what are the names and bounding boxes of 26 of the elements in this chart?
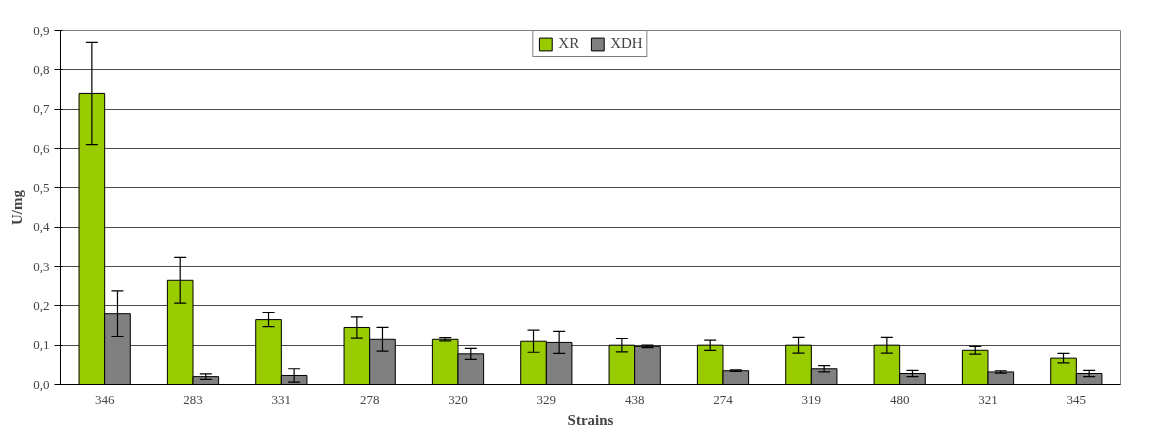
x-tick-label: 346 — [94, 391, 115, 407]
x-axis-title: Strains — [567, 411, 614, 428]
y-tick-label: 0,1 — [33, 337, 50, 353]
legend-label: XDH — [610, 35, 643, 52]
y-tick-label: 0,9 — [33, 22, 50, 38]
x-tick-label: 319 — [801, 391, 822, 407]
x-tick-label: 480 — [889, 391, 910, 407]
y-tick-label: 0,4 — [33, 219, 50, 235]
x-tick-label: 283 — [183, 391, 203, 407]
legend-label: XR — [558, 35, 580, 52]
y-axis-title: U/mg — [9, 189, 26, 225]
x-tick-label: 321 — [978, 391, 998, 407]
y-tick-label: 0,8 — [33, 61, 50, 77]
y-tick-label: 0,5 — [33, 179, 50, 195]
y-tick-label: 0,6 — [33, 140, 50, 156]
y-tick-label: 0,3 — [33, 258, 50, 274]
x-tick-label: 320 — [448, 391, 468, 407]
x-tick-label: 274 — [713, 391, 734, 407]
y-tick-label: 0,0 — [33, 376, 50, 392]
x-tick-label: 278 — [359, 391, 380, 407]
x-tick-label: 329 — [536, 391, 557, 407]
y-tick-label: 0,7 — [33, 101, 50, 117]
x-tick-label: 345 — [1066, 391, 1087, 407]
x-tick-label: 331 — [271, 391, 292, 407]
x-tick-label: 438 — [624, 391, 645, 407]
y-tick-label: 0,2 — [33, 297, 50, 313]
